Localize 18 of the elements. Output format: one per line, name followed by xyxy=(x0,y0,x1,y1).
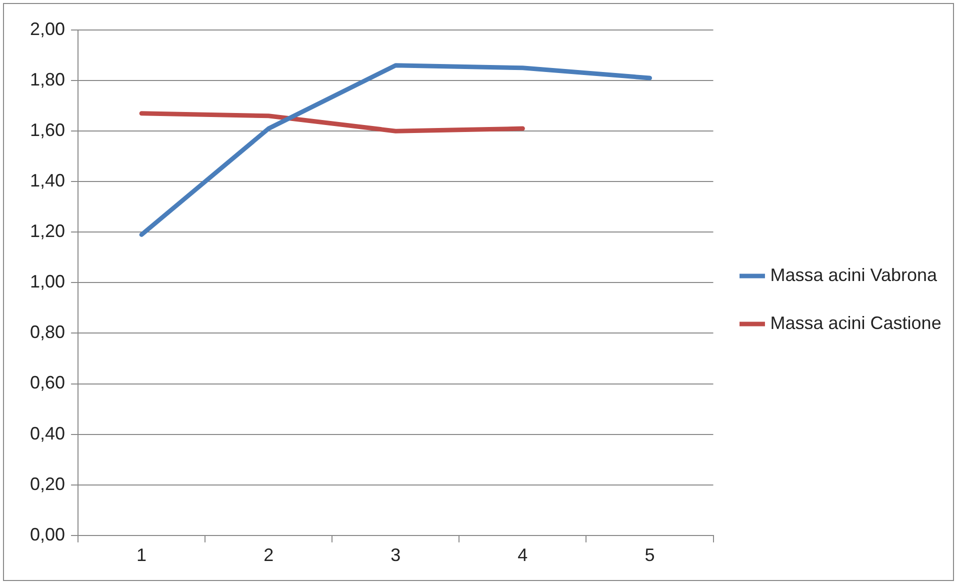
legend-label: Massa acini Vabrona xyxy=(770,264,938,285)
x-tick-label: 1 xyxy=(136,545,147,566)
y-tick-label: 0,20 xyxy=(30,474,66,494)
y-tick-label: 2,00 xyxy=(30,18,66,39)
y-tick-label: 1,20 xyxy=(30,221,66,242)
x-tick-label: 5 xyxy=(644,545,655,566)
y-tick-label: 1,60 xyxy=(30,120,66,140)
y-tick-label: 0,00 xyxy=(30,524,66,544)
y-tick-label: 0,80 xyxy=(30,322,66,342)
y-tick-label: 1,40 xyxy=(30,170,66,191)
y-tick-label: 0,40 xyxy=(30,423,66,444)
y-tick-label: 1,00 xyxy=(30,272,66,292)
y-tick-label: 1,80 xyxy=(30,70,66,90)
x-tick-label: 4 xyxy=(518,545,528,566)
y-tick-label: 0,60 xyxy=(30,372,66,393)
x-tick-label: 2 xyxy=(264,545,274,566)
x-tick-label: 3 xyxy=(390,545,401,566)
legend-label: Massa acini Castione xyxy=(770,312,942,333)
